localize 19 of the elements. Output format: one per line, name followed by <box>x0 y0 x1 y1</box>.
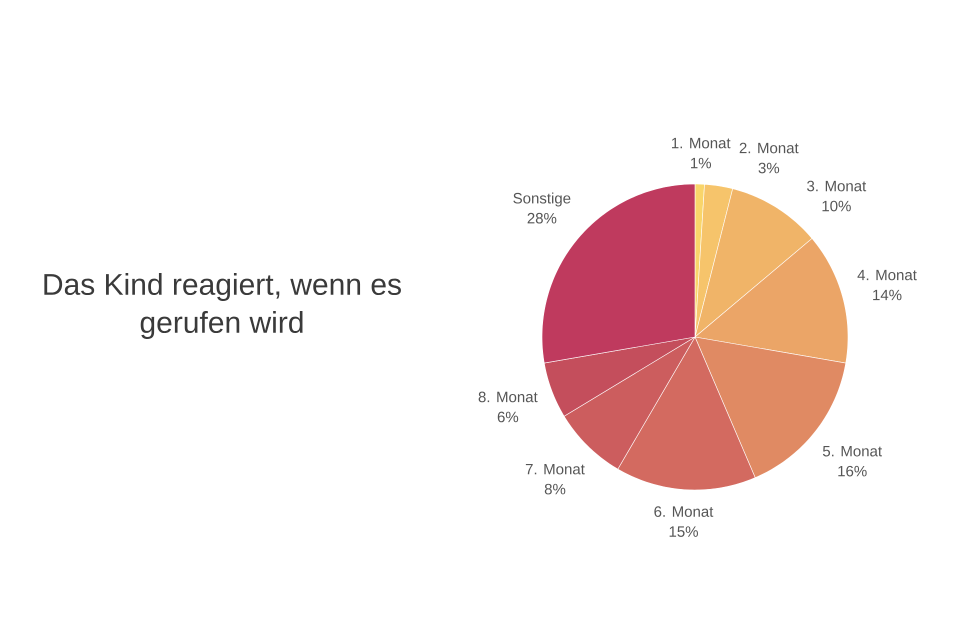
data-label: 14% <box>873 290 902 300</box>
slice-label: 7. Monat <box>526 464 585 474</box>
data-label: 15% <box>670 526 698 537</box>
slice-label: 1. Monat <box>672 138 730 148</box>
data-label: 10% <box>822 200 851 212</box>
slice-label: 2. Monat <box>740 142 799 154</box>
slice-label: 4. Monat <box>857 270 917 280</box>
slice-label: 5. Monat <box>822 446 882 456</box>
data-label: 8% <box>544 484 566 494</box>
text: Das Kind reagiert, wenn es gerufen wird <box>44 273 401 339</box>
slice-label: 6. Monat <box>654 506 714 517</box>
data-label: 1% <box>691 158 712 168</box>
slice-label: 3. Monat <box>807 180 866 192</box>
slice-label: 8. Monat <box>478 392 538 402</box>
data-label: 6% <box>498 412 518 422</box>
data-label: 3% <box>758 162 780 174</box>
data-label: 16% <box>838 466 867 476</box>
data-label: 28% <box>528 212 556 224</box>
slice-label: Sonstige <box>513 192 570 207</box>
